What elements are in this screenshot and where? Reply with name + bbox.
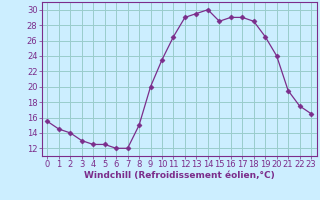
X-axis label: Windchill (Refroidissement éolien,°C): Windchill (Refroidissement éolien,°C) — [84, 171, 275, 180]
